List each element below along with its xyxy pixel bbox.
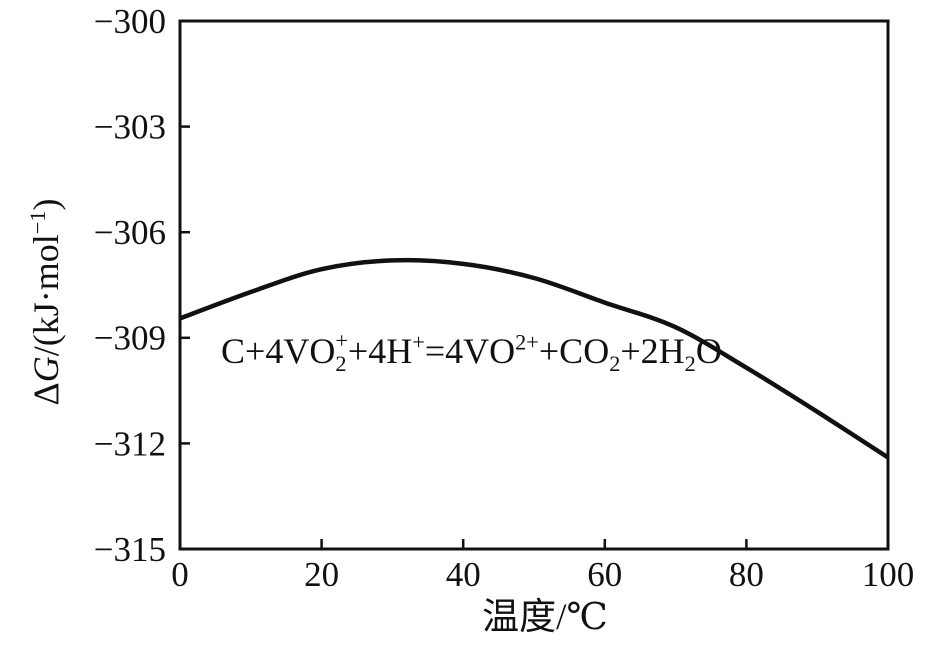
text-segment: =4VO — [424, 331, 516, 371]
text-segment: + — [412, 329, 425, 355]
text-segment: /(kJ·mol — [26, 234, 67, 357]
text-segment: G — [26, 356, 67, 383]
x-tick-label: 20 — [304, 555, 339, 594]
y-tick-label: −303 — [94, 108, 166, 147]
text-segment: C+4VO — [221, 331, 336, 371]
text-segment: −1 — [24, 210, 50, 235]
y-tick-label: −315 — [94, 530, 166, 569]
reaction-equation-annotation: C+4VO +2 +4H+=4VO2++CO2+2H2O — [221, 328, 722, 376]
text-segment: O — [695, 331, 722, 371]
y-tick-label: −306 — [94, 213, 166, 252]
x-tick-label: 40 — [446, 555, 481, 594]
delta-g-curve — [179, 257, 890, 460]
text-segment: 2+ — [515, 329, 539, 355]
text-segment: +CO — [538, 331, 610, 371]
text-segment: 2 — [609, 350, 621, 376]
y-tick-label: −300 — [94, 2, 166, 41]
x-tick-label: 100 — [862, 555, 915, 594]
stacked-subscript-superscript: +2 — [335, 328, 348, 377]
y-tick-label: −312 — [94, 424, 166, 463]
text-segment: +4H — [347, 331, 413, 371]
plot-border — [178, 19, 890, 551]
text-segment: Δ — [26, 382, 67, 406]
y-axis-label: ΔG/(kJ·mol−1) — [24, 198, 67, 406]
x-tick-label: 80 — [729, 555, 764, 594]
text-segment: +2H — [620, 331, 685, 371]
x-tick-label: 0 — [171, 555, 189, 594]
y-tick-label: −309 — [94, 319, 166, 358]
text-segment: ) — [26, 198, 67, 211]
text-segment: 2 — [684, 350, 696, 376]
x-tick-label: 60 — [587, 555, 622, 594]
x-axis-label: 温度/℃ — [482, 597, 608, 638]
